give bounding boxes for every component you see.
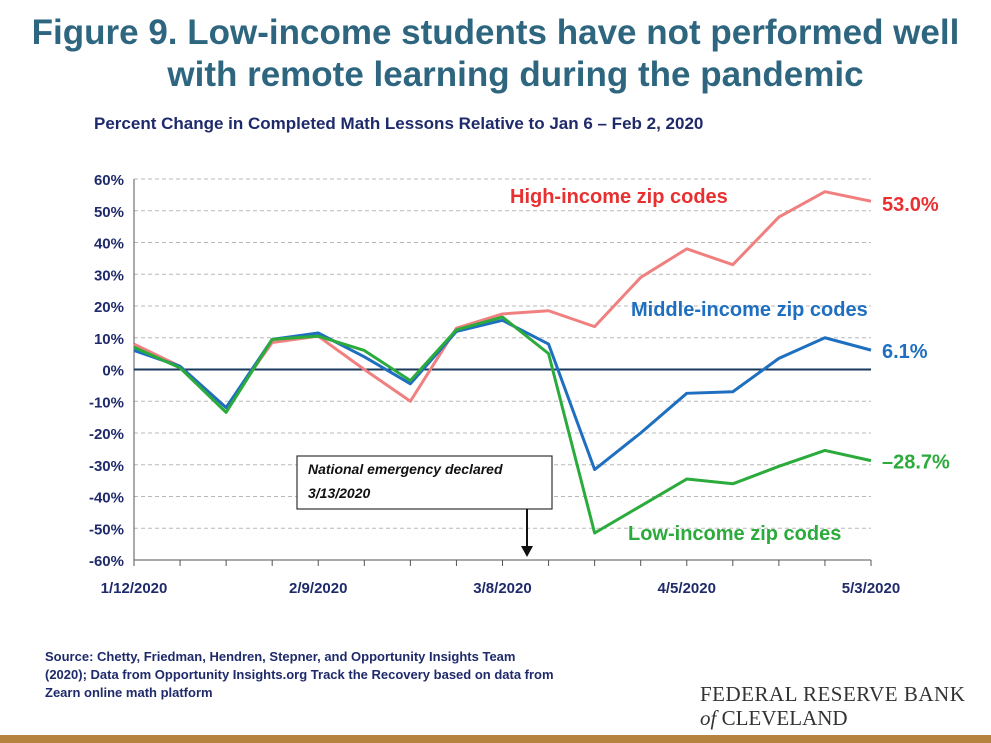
y-tick-label: -10%: [89, 394, 124, 411]
y-tick-label: -50%: [89, 521, 124, 538]
x-tick-label: 3/8/2020: [473, 580, 531, 597]
series-name-label: High-income zip codes: [510, 186, 728, 208]
y-tick-label: -60%: [89, 553, 124, 570]
source-note: Source: Chetty, Friedman, Hendren, Stepn…: [45, 648, 725, 702]
source-line-2: (2020); Data from Opportunity Insights.o…: [45, 667, 554, 682]
bottom-accent-bar: [0, 735, 991, 743]
annotation-box: [296, 455, 553, 510]
y-tick-label: 60%: [94, 172, 124, 189]
source-line-1: Source: Chetty, Friedman, Hendren, Stepn…: [45, 649, 516, 664]
logo-bank-name: FEDERAL RESERVE BANK: [700, 682, 966, 706]
title-line-2: with remote learning during the pandemic: [167, 55, 864, 94]
logo-of: of: [700, 706, 717, 730]
y-tick-label: 50%: [94, 204, 124, 221]
x-tick-label: 4/5/2020: [658, 580, 716, 597]
y-tick-label: -30%: [89, 458, 124, 475]
y-tick-label: -20%: [89, 426, 124, 443]
x-tick-label: 5/3/2020: [842, 580, 900, 597]
y-tick-label: 0%: [102, 363, 124, 380]
logo-city: CLEVELAND: [721, 706, 848, 730]
y-tick-label: 20%: [94, 299, 124, 316]
figure-title: Figure 9. Low-income students have not p…: [0, 12, 991, 96]
x-tick-label: 1/12/2020: [101, 580, 168, 597]
fed-logo: FEDERAL RESERVE BANK of CLEVELAND: [700, 682, 965, 730]
annotation-arrow-head: [521, 546, 533, 557]
y-tick-label: 10%: [94, 331, 124, 348]
series-name-label: Middle-income zip codes: [631, 299, 868, 321]
series-line: [133, 318, 872, 472]
annotation-line-2: 3/13/2020: [308, 485, 370, 501]
series-line: [133, 315, 872, 535]
title-line-1: Figure 9. Low-income students have not p…: [31, 13, 960, 52]
y-tick-label: 30%: [94, 267, 124, 284]
series-end-value: 53.0%: [882, 194, 939, 216]
series-name-label: Low-income zip codes: [628, 523, 841, 545]
source-line-3: Zearn online math platform: [45, 685, 213, 700]
series-end-value: –28.7%: [882, 452, 950, 474]
chart-subtitle: Percent Change in Completed Math Lessons…: [94, 114, 704, 133]
x-tick-label: 2/9/2020: [289, 580, 347, 597]
y-tick-label: -40%: [89, 490, 124, 507]
series-end-value: 6.1%: [882, 341, 928, 363]
y-tick-label: 40%: [94, 236, 124, 253]
annotation-line-1: National emergency declared: [308, 461, 503, 477]
